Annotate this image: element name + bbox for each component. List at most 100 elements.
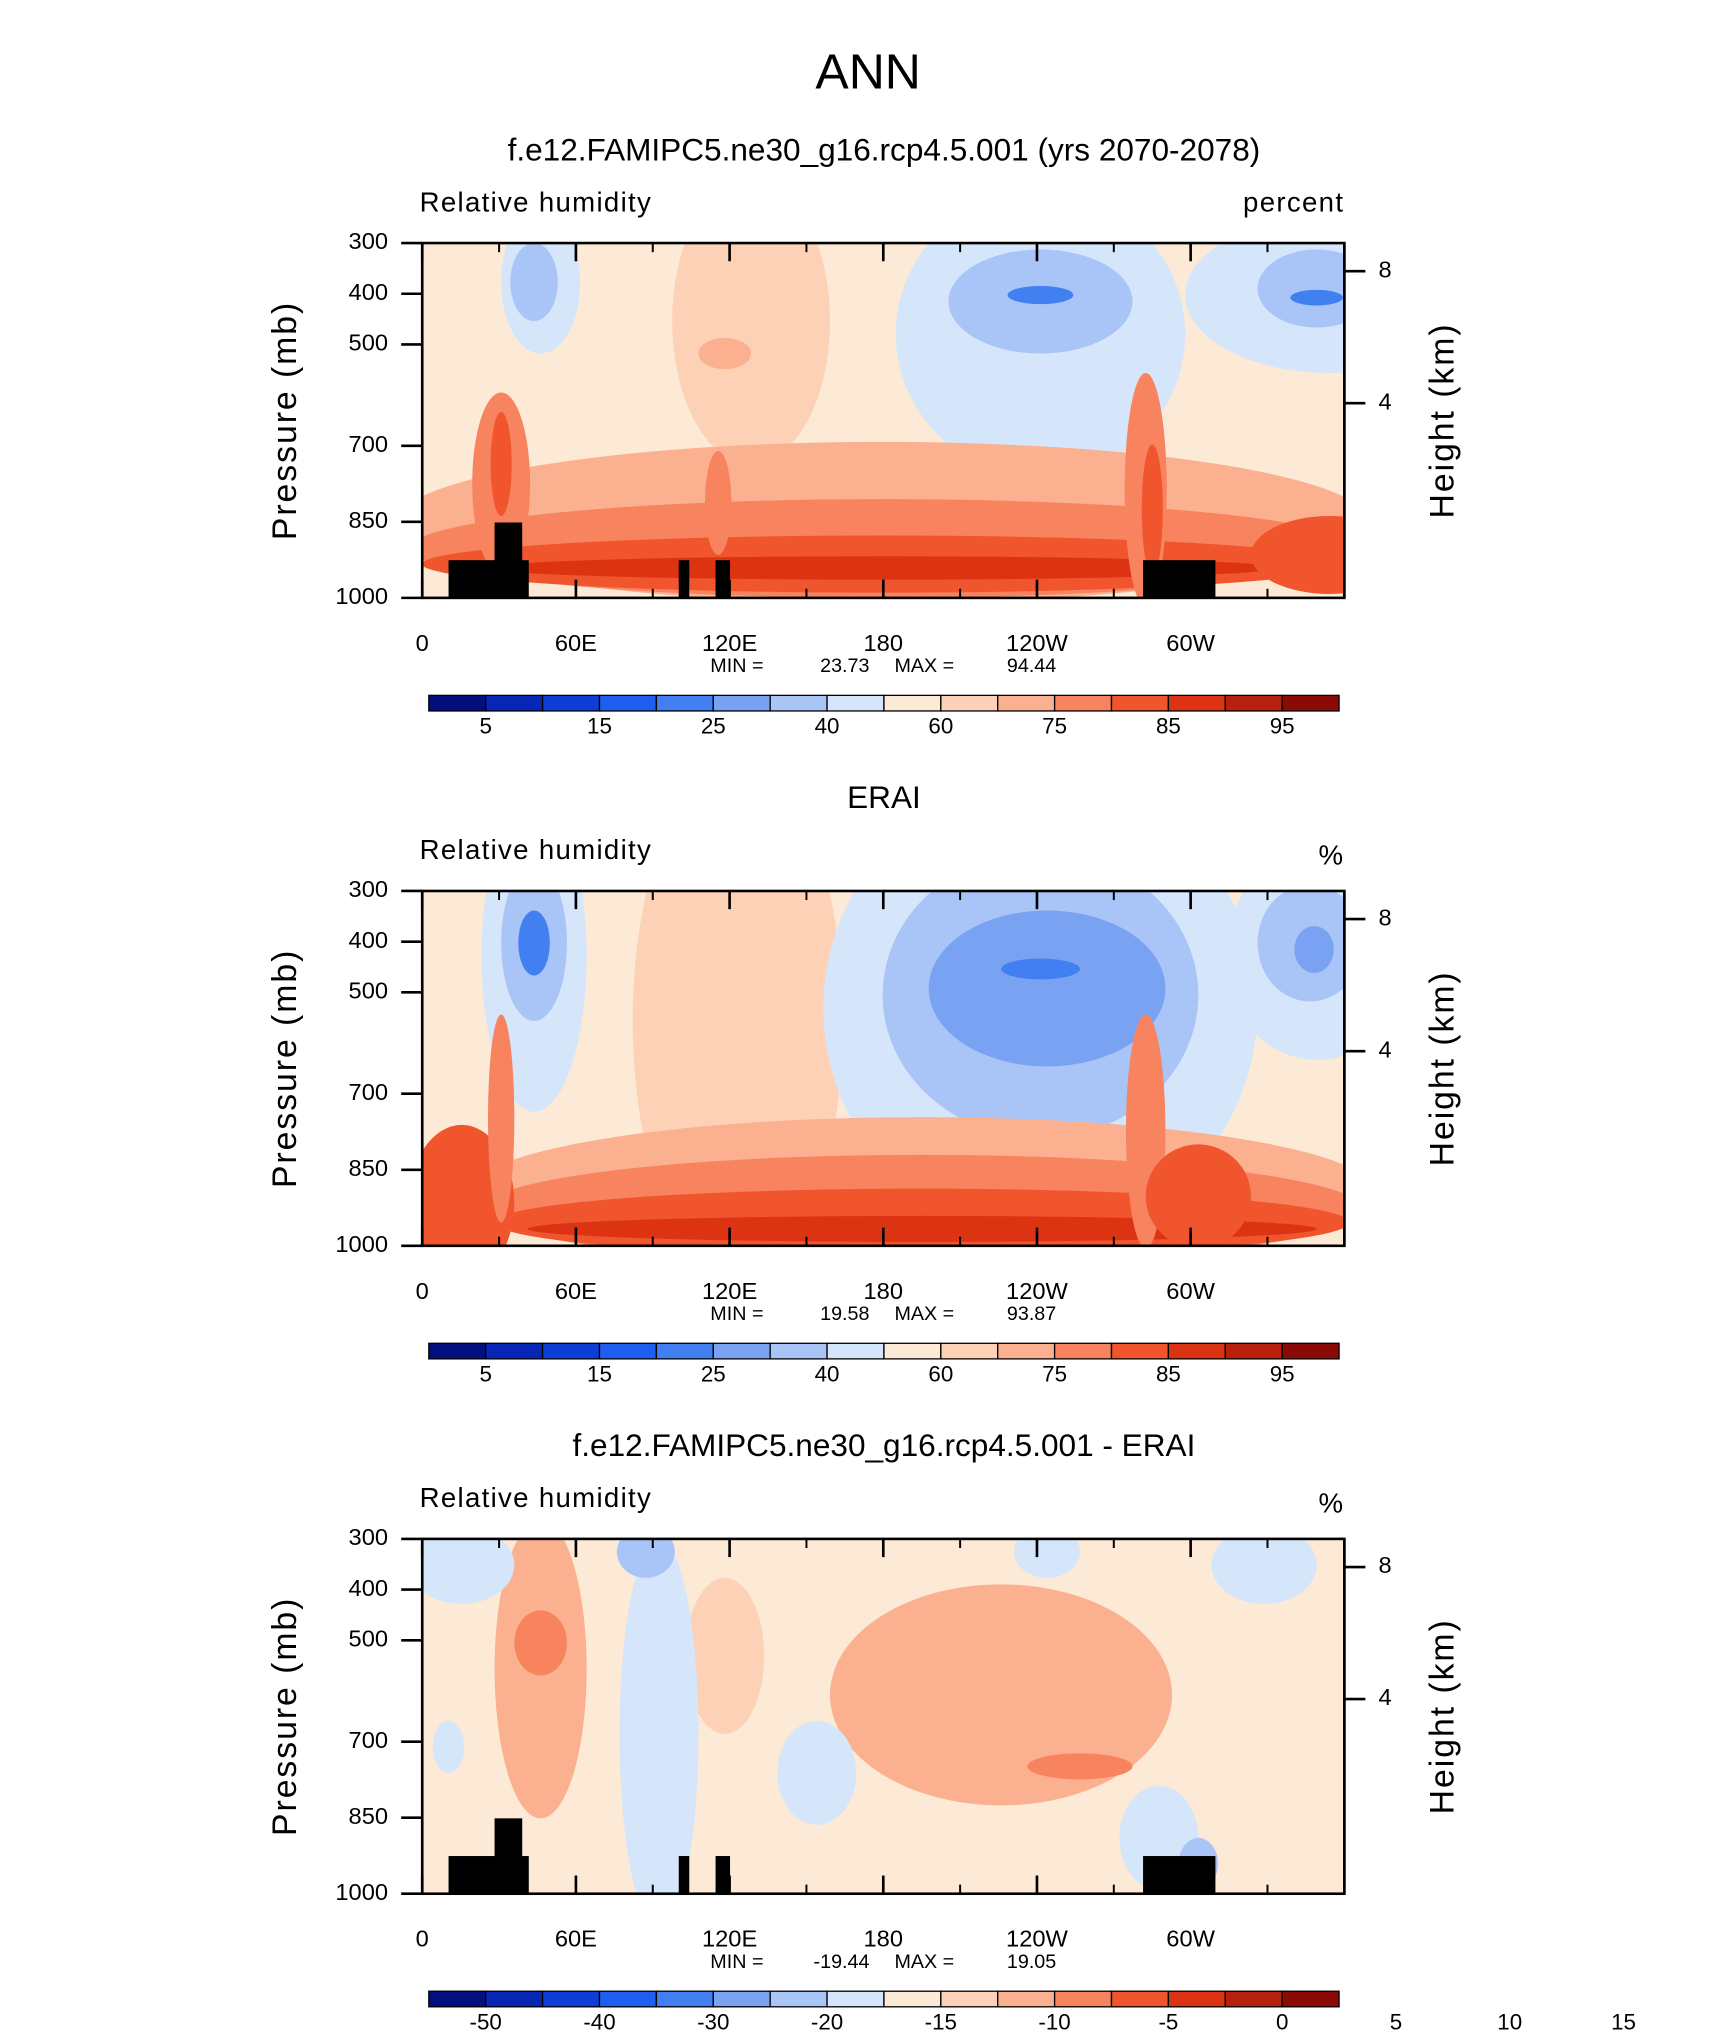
colorbar-label: -15 (925, 2010, 957, 2035)
colorbar-label: 95 (1270, 1362, 1295, 1387)
topography-mask (678, 560, 690, 598)
colorbar-box (1224, 694, 1283, 712)
y-tick-label: 700 (349, 1079, 388, 1105)
y-tick-label: 700 (349, 431, 388, 457)
max-label: MAX = (894, 1951, 954, 1973)
contour-region (1294, 926, 1334, 973)
contour-field (422, 243, 1345, 598)
max-value: 93.87 (1007, 1303, 1056, 1325)
contour-region (432, 1720, 465, 1773)
y-tick-label: 850 (349, 1155, 388, 1181)
y-tick-label: 1000 (335, 1231, 388, 1257)
colorbar-box (940, 1342, 999, 1360)
max-value: 94.44 (1007, 655, 1056, 677)
x-tick-label: 0 (416, 1926, 429, 1952)
contour-region (1145, 1144, 1251, 1246)
colorbar-box (1281, 1990, 1340, 2008)
colorbar-box (428, 1342, 487, 1360)
colorbar-box (997, 694, 1056, 712)
min-value: -19.44 (814, 1951, 870, 1973)
y2-tick-label: 8 (1379, 904, 1392, 930)
x-tick-label: 60W (1166, 630, 1215, 656)
y-axis-label: Pressure (mb) (266, 1597, 304, 1836)
left-label: Relative humidity (420, 1482, 653, 1513)
x-tick-label: 180 (864, 1926, 903, 1952)
panel-title: f.e12.FAMIPC5.ne30_g16.rcp4.5.001 - ERAI (573, 1428, 1196, 1463)
colorbar-label: 95 (1270, 714, 1295, 739)
colorbar-label: 15 (1611, 2010, 1636, 2035)
min-value: 23.73 (820, 655, 869, 677)
contour-region (1141, 444, 1163, 575)
y-tick-label: 1000 (335, 1879, 388, 1905)
contour-region (1001, 958, 1080, 980)
x-tick-label: 0 (416, 1278, 429, 1304)
colorbar-box (655, 694, 714, 712)
colorbar-label: 25 (701, 1362, 726, 1387)
y2-axis-label: Height (km) (1423, 322, 1461, 518)
colorbar-box (826, 1990, 885, 2008)
colorbar-box (598, 1990, 658, 2008)
y-tick-label: 1000 (335, 583, 388, 609)
colorbar-box (1110, 1342, 1170, 1360)
colorbar-label: 0 (1276, 2010, 1288, 2035)
contour-field (422, 890, 1345, 1246)
contour-region (494, 1538, 587, 1819)
colorbar-label: 15 (587, 1362, 612, 1387)
colorbar-box (1110, 694, 1170, 712)
topography-mask (715, 560, 731, 598)
topography-mask (1143, 560, 1216, 598)
colorbar-label: -10 (1038, 2010, 1070, 2035)
max-label: MAX = (894, 655, 954, 677)
colorbar-label: 5 (479, 714, 491, 739)
left-label: Relative humidity (420, 834, 653, 865)
right-label: % (1318, 1487, 1344, 1518)
contour-region (490, 412, 512, 516)
colorbar-box (1281, 694, 1340, 712)
y-tick-label: 300 (349, 228, 388, 254)
topography-mask (494, 522, 523, 598)
y-axis-label: Pressure (mb) (266, 301, 304, 540)
y-tick-label: 500 (349, 978, 388, 1004)
colorbar-box (428, 694, 487, 712)
contour-region (777, 1720, 857, 1825)
colorbar-box (826, 1342, 885, 1360)
right-label: percent (1243, 186, 1344, 217)
colorbar-label: 85 (1156, 1362, 1181, 1387)
y-tick-label: 400 (349, 279, 388, 305)
y2-tick-label: 4 (1379, 389, 1392, 415)
colorbar-box (428, 1990, 487, 2008)
x-tick-label: 120W (1006, 1926, 1069, 1952)
colorbar-box (541, 694, 601, 712)
contour-region (672, 243, 830, 464)
min-label: MIN = (710, 655, 763, 677)
colorbar-box (655, 1342, 714, 1360)
topography-mask (715, 1856, 731, 1894)
max-label: MAX = (894, 1303, 954, 1325)
contour-region (422, 1538, 515, 1604)
y2-tick-label: 4 (1379, 1036, 1392, 1062)
y-tick-label: 500 (349, 330, 388, 356)
contour-region (527, 1215, 1317, 1242)
y-tick-label: 700 (349, 1727, 388, 1753)
topography-mask (1143, 1856, 1216, 1894)
colorbar-box (769, 694, 828, 712)
contour-region (705, 451, 732, 555)
left-label: Relative humidity (420, 186, 653, 217)
colorbar-box (1167, 694, 1226, 712)
y-axis-label: Pressure (mb) (266, 949, 304, 1188)
colorbar-box (712, 1990, 771, 2008)
colorbar-label: -30 (697, 2010, 729, 2035)
topography-mask (678, 1856, 690, 1894)
colorbar-label: 85 (1156, 714, 1181, 739)
x-tick-label: 60E (555, 1278, 597, 1304)
contour-region (510, 243, 558, 322)
min-label: MIN = (710, 1951, 763, 1973)
colorbar-box (1281, 1342, 1340, 1360)
y-tick-label: 400 (349, 927, 388, 953)
colorbar-label: 15 (587, 714, 612, 739)
colorbar-box (1167, 1990, 1226, 2008)
max-value: 19.05 (1007, 1951, 1056, 1973)
colorbar-box (1053, 694, 1113, 712)
